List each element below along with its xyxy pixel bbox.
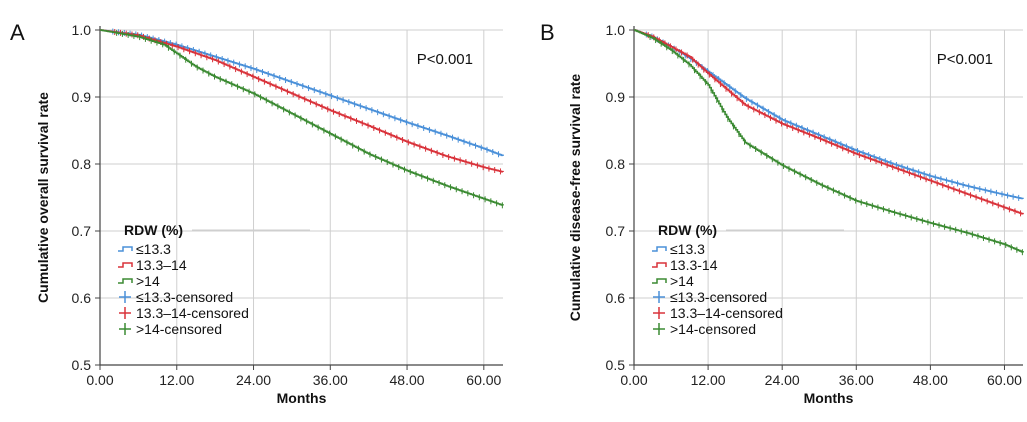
legend-item: ≤13.3-censored — [653, 289, 767, 305]
legend-line-symbol — [118, 246, 133, 252]
legend-title: RDW (%) — [124, 222, 183, 238]
legend-label: ≤13.3-censored — [136, 289, 233, 305]
legend-line-symbol — [652, 262, 667, 268]
legend-line-symbol — [652, 246, 667, 252]
survival-curve — [634, 29, 1024, 215]
legend-item: 13.3–14-censored — [119, 305, 249, 321]
legend-label: 13.3–14-censored — [136, 305, 249, 321]
y-tick-label: 1.0 — [606, 22, 626, 38]
survival-curve — [100, 29, 504, 173]
legend-item: ≤13.3 — [652, 241, 705, 257]
series-1 — [634, 29, 1024, 217]
legend-item: ≤13.3-censored — [119, 289, 233, 305]
x-tick-label: 24.00 — [765, 372, 800, 388]
y-tick-label: 0.7 — [606, 223, 626, 239]
p-value-annotation: P<0.001 — [937, 51, 993, 68]
censor-marks — [647, 32, 1022, 217]
x-tick-label: 48.00 — [913, 372, 948, 388]
legend-item: 13.3–14 — [118, 257, 187, 273]
legend-item: >14-censored — [653, 321, 756, 337]
y-tick-label: 0.6 — [606, 290, 626, 306]
x-tick-label: 60.00 — [466, 372, 501, 388]
y-tick-label: 0.6 — [72, 290, 92, 306]
x-tick-label: 24.00 — [236, 372, 271, 388]
km-panel-a: 0.00 12.00 24.00 36.00 48.00 60.00 0.5 0.6 0.7 0.… — [10, 20, 504, 406]
censor-marks — [116, 29, 503, 209]
legend-label: ≤13.3-censored — [670, 289, 767, 305]
legend: RDW (%) ≤13.313.3–14>14≤13.3-censored13.3… — [118, 222, 310, 337]
legend-item: >14 — [652, 273, 694, 289]
legend-label: >14-censored — [670, 321, 756, 337]
legend-item: 13.3–14-censored — [653, 305, 783, 321]
y-axis-title: Cumulative overall survival rate — [35, 92, 51, 303]
legend-label: 13.3–14 — [136, 257, 187, 273]
panel-label: A — [10, 20, 25, 45]
series-2 — [100, 29, 504, 209]
x-tick-label: 36.00 — [839, 372, 874, 388]
x-tick-label: 0.00 — [620, 372, 647, 388]
series-1 — [100, 29, 504, 175]
survival-curve — [100, 29, 504, 157]
x-tick-label: 60.00 — [987, 372, 1022, 388]
legend-label: 13.3–14-censored — [670, 305, 783, 321]
survival-curve — [634, 29, 1024, 253]
legend-label: >14 — [670, 273, 694, 289]
legend: RDW (%) ≤13.313.3-14>14≤13.3-censored13.3… — [652, 222, 844, 337]
y-tick-label: 0.8 — [72, 156, 92, 172]
legend-item: >14-censored — [119, 321, 222, 337]
y-tick-label: 1.0 — [72, 22, 92, 38]
x-tick-label: 36.00 — [313, 372, 348, 388]
legend-title: RDW (%) — [658, 222, 717, 238]
legend-label: ≤13.3 — [670, 241, 705, 257]
y-tick-label: 0.8 — [606, 156, 626, 172]
legend-line-symbol — [118, 278, 133, 284]
y-tick-label: 0.5 — [606, 357, 626, 373]
x-axis-title: Months — [804, 390, 854, 406]
p-value-annotation: P<0.001 — [417, 51, 473, 68]
y-tick-label: 0.7 — [72, 223, 92, 239]
y-axis-title: Cumulative disease-free survival rate — [567, 74, 583, 322]
x-axis-title: Months — [277, 390, 327, 406]
legend-line-symbol — [652, 278, 667, 284]
series-0 — [100, 28, 504, 158]
censor-marks — [114, 29, 501, 175]
legend-label: ≤13.3 — [136, 241, 171, 257]
legend-item: ≤13.3 — [118, 241, 171, 257]
series-2 — [634, 29, 1024, 256]
y-tick-label: 0.5 — [72, 357, 92, 373]
panel-label: B — [540, 20, 555, 45]
survival-curve — [100, 29, 504, 206]
x-tick-label: 0.00 — [86, 372, 113, 388]
x-tick-label: 12.00 — [159, 372, 194, 388]
legend-item: 13.3-14 — [652, 257, 718, 273]
legend-label: 13.3-14 — [670, 257, 718, 273]
legend-line-symbol — [118, 262, 133, 268]
km-panel-b: 0.00 12.00 24.00 36.00 48.00 60.00 0.5 0.6 0.7 0.… — [540, 20, 1024, 406]
legend-label: >14-censored — [136, 321, 222, 337]
legend-label: >14 — [136, 273, 160, 289]
censor-marks — [649, 33, 1023, 256]
y-tick-label: 0.9 — [606, 89, 626, 105]
legend-item: >14 — [118, 273, 160, 289]
y-tick-label: 0.9 — [72, 89, 92, 105]
x-tick-label: 12.00 — [691, 372, 726, 388]
x-tick-label: 48.00 — [390, 372, 425, 388]
